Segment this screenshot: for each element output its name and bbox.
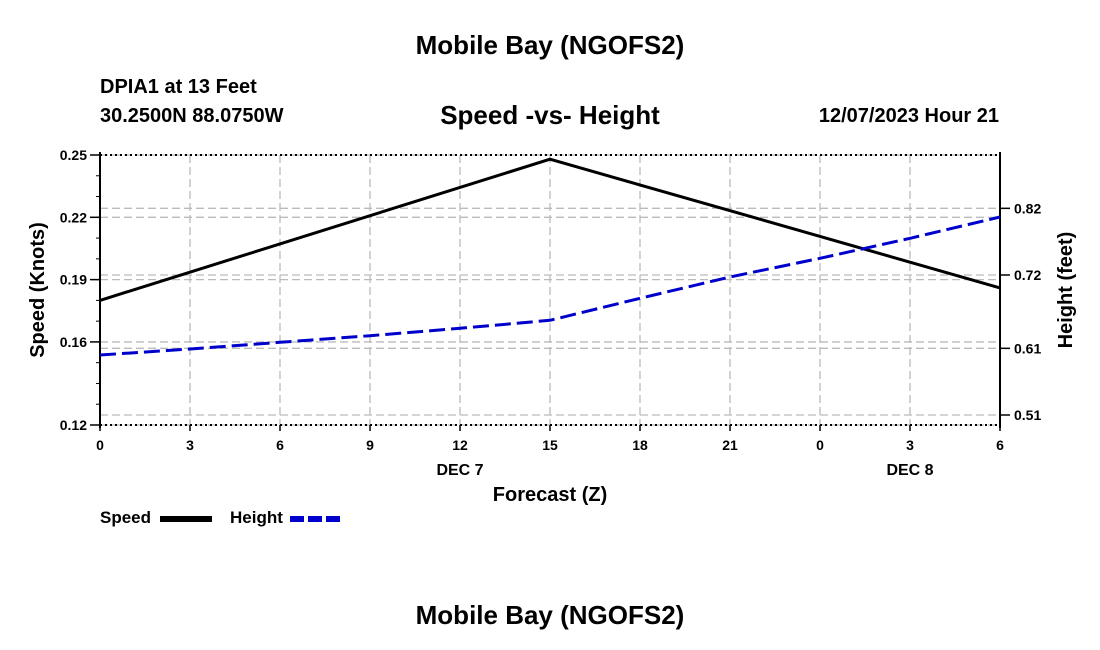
right-axis-tick-label: 0.61 [1014, 340, 1041, 356]
legend-label-height: Height [230, 508, 283, 527]
x-axis-tick-label: 0 [816, 437, 824, 453]
right-axis-tick-label: 0.82 [1014, 200, 1041, 216]
left-axis-tick-label: 0.16 [60, 334, 87, 350]
footer-title: Mobile Bay (NGOFS2) [415, 600, 685, 630]
left-axis-tick-label: 0.25 [60, 147, 87, 163]
station-label: DPIA1 at 13 Feet [100, 76, 257, 98]
x-axis-tick-label: 18 [632, 437, 648, 453]
x-axis-date-label: DEC 8 [886, 462, 933, 479]
axis-ticks [90, 154, 1010, 431]
right-axis-tick-label: 0.72 [1014, 267, 1041, 283]
series-line-speed [99, 157, 1001, 302]
left-axis-title: Speed (Knots) [27, 222, 49, 358]
x-axis-tick-label: 6 [276, 437, 284, 453]
series-lines [99, 157, 1001, 357]
x-axis-tick-label: 3 [906, 437, 914, 453]
legend-label-speed: Speed [100, 508, 152, 527]
x-axis-tick-label: 0 [96, 437, 104, 453]
legend-swatch-speed [160, 516, 212, 522]
right-axis-tick-label: 0.51 [1014, 407, 1041, 423]
x-axis-tick-label: 9 [366, 437, 374, 453]
grid-lines [100, 154, 1000, 426]
x-axis-title: Forecast (Z) [493, 484, 607, 506]
x-axis-tick-label: 12 [452, 437, 468, 453]
x-axis-date-label: DEC 7 [436, 462, 483, 479]
series-line-height [99, 215, 1001, 357]
left-axis-tick-label: 0.19 [60, 272, 87, 288]
x-axis-tick-label: 21 [722, 437, 738, 453]
x-axis-tick-label: 6 [996, 437, 1004, 453]
left-axis-tick-label: 0.22 [60, 209, 87, 225]
chart-title: Mobile Bay (NGOFS2) [415, 30, 685, 60]
left-axis-tick-label: 0.12 [60, 417, 87, 433]
x-axis-tick-label: 3 [186, 437, 194, 453]
x-axis-tick-label: 15 [542, 437, 558, 453]
station-coordinates: 30.2500N 88.0750W [100, 105, 284, 127]
chart-subtitle: Speed -vs- Height [440, 100, 660, 130]
legend-swatch-height [290, 516, 342, 522]
axis-labels: 0.12 0.16 0.19 0.22 0.25 0.51 0.61 0.72 0.82 0 3 6 9… [27, 147, 1077, 506]
forecast-datetime: 12/07/2023 Hour 21 [818, 105, 999, 127]
right-axis-title: Height (feet) [1055, 232, 1077, 349]
